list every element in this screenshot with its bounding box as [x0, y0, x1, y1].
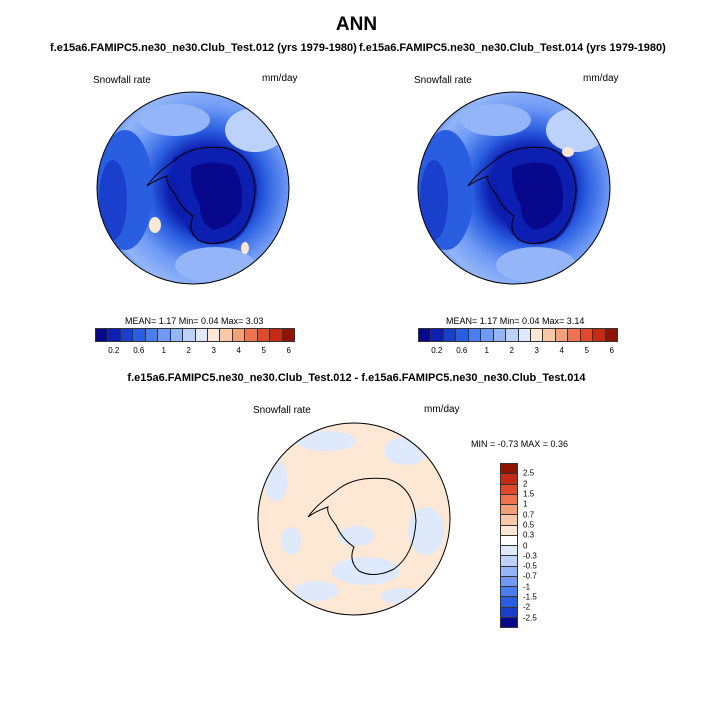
right-colorbar-swatch [593, 329, 606, 341]
left-colorbar-tick-label: 1 [161, 346, 166, 355]
difference-colorbar-tick-label: 0 [523, 541, 528, 550]
left-colorbar-swatch [232, 329, 246, 341]
right-colorbar-swatch [456, 329, 469, 341]
difference-polar-map [257, 422, 451, 616]
right-colorbar-swatch [518, 329, 531, 341]
left-stats: MEAN= 1.17 Min= 0.04 Max= 3.03 [125, 316, 264, 326]
right-colorbar [418, 328, 618, 342]
left-colorbar-tick-label: 0.2 [108, 346, 120, 355]
difference-colorbar-tick-label: 2.5 [523, 468, 535, 478]
right-panel-title: f.e15a6.FAMIPC5.ne30_ne30.Club_Test.014 … [359, 42, 666, 54]
right-colorbar-tick-label: 3 [534, 346, 539, 355]
left-colorbar-swatch [145, 329, 159, 341]
left-colorbar-swatch [257, 329, 271, 341]
right-units-label: mm/day [583, 73, 619, 84]
left-polar-map [96, 91, 290, 285]
right-colorbar-swatch [419, 329, 432, 341]
right-colorbar-swatch [506, 329, 519, 341]
diff-variable-label: Snowfall rate [253, 405, 311, 416]
left-colorbar-swatch [133, 329, 146, 341]
difference-colorbar-swatch [501, 484, 517, 495]
left-colorbar-swatch [170, 329, 184, 341]
difference-colorbar-swatch [501, 525, 517, 536]
right-colorbar-tick-label: 0.6 [456, 346, 468, 355]
right-colorbar-swatch [481, 329, 494, 341]
left-colorbar-swatch [220, 329, 233, 341]
left-colorbar-swatch [120, 329, 134, 341]
difference-colorbar-swatch [501, 566, 517, 577]
difference-colorbar-swatch [501, 464, 517, 475]
difference-colorbar-tick-label: -1 [523, 582, 531, 592]
difference-colorbar-swatch [501, 597, 517, 608]
right-colorbar-tick-label: 1 [484, 346, 489, 355]
left-colorbar-tick-label: 5 [261, 346, 266, 355]
difference-colorbar-swatch [501, 617, 517, 627]
right-colorbar-swatch [543, 329, 556, 341]
difference-panel-title: f.e15a6.FAMIPC5.ne30_ne30.Club_Test.012 … [127, 372, 586, 384]
difference-colorbar-tick-label: -0.5 [523, 561, 537, 571]
left-variable-label: Snowfall rate [93, 75, 151, 86]
difference-colorbar-tick-label: 2 [523, 479, 528, 489]
right-polar-map [417, 91, 611, 285]
left-colorbar-swatch [183, 329, 196, 341]
difference-colorbar-swatch [501, 474, 517, 485]
right-colorbar-swatch [555, 329, 569, 341]
difference-colorbar [500, 463, 518, 628]
left-colorbar-tick-label: 0.6 [133, 346, 145, 355]
difference-colorbar-swatch [501, 607, 517, 618]
left-colorbar-swatch [207, 329, 221, 341]
left-colorbar-swatch [270, 329, 283, 341]
left-colorbar-swatch [158, 329, 171, 341]
difference-colorbar-swatch [501, 494, 517, 505]
right-colorbar-tick-label: 0.2 [431, 346, 443, 355]
difference-colorbar-tick-label: 1 [523, 499, 528, 509]
right-colorbar-swatch [605, 329, 617, 341]
left-colorbar-swatch [245, 329, 258, 341]
right-colorbar-tick-label: 4 [559, 346, 564, 355]
right-colorbar-swatch [568, 329, 581, 341]
difference-colorbar-tick-label: 0.3 [523, 530, 535, 540]
left-colorbar-swatch [96, 329, 109, 341]
left-colorbar-swatch [195, 329, 208, 341]
right-colorbar-tick-label: 5 [584, 346, 589, 355]
right-variable-label: Snowfall rate [414, 75, 472, 86]
difference-colorbar-tick-label: 1.5 [523, 489, 535, 499]
difference-colorbar-tick-label: -2 [523, 602, 531, 612]
difference-colorbar-tick-label: 0.5 [523, 520, 535, 530]
right-colorbar-swatch [468, 329, 482, 341]
difference-colorbar-tick-label: -1.5 [523, 592, 537, 602]
difference-colorbar-swatch [501, 535, 517, 546]
difference-colorbar-tick-label: -0.3 [523, 551, 537, 561]
right-stats: MEAN= 1.17 Min= 0.04 Max= 3.14 [446, 316, 585, 326]
left-colorbar-tick-label: 4 [236, 346, 241, 355]
figure-title: ANN [335, 14, 378, 35]
diff-units-label: mm/day [424, 404, 460, 415]
right-colorbar-swatch [443, 329, 457, 341]
left-colorbar-tick-label: 6 [286, 346, 291, 355]
right-colorbar-tick-label: 6 [609, 346, 614, 355]
right-colorbar-swatch [493, 329, 507, 341]
left-colorbar-swatch [108, 329, 121, 341]
difference-colorbar-tick-label: -2.5 [523, 613, 537, 623]
right-colorbar-tick-label: 2 [509, 346, 514, 355]
left-units-label: mm/day [262, 73, 298, 84]
difference-colorbar-swatch [501, 546, 517, 557]
difference-colorbar-tick-label: 0.7 [523, 510, 535, 520]
difference-colorbar-swatch [501, 515, 517, 526]
left-panel-title: f.e15a6.FAMIPC5.ne30_ne30.Club_Test.012 … [50, 42, 357, 54]
difference-colorbar-swatch [501, 505, 517, 516]
right-colorbar-swatch [580, 329, 594, 341]
left-colorbar-tick-label: 2 [186, 346, 191, 355]
left-colorbar-swatch [282, 329, 294, 341]
difference-colorbar-tick-label: -0.7 [523, 571, 537, 581]
right-colorbar-swatch [431, 329, 444, 341]
right-colorbar-swatch [530, 329, 544, 341]
difference-colorbar-swatch [501, 556, 517, 567]
difference-colorbar-swatch [501, 576, 517, 587]
diff-stats: MIN = -0.73 MAX = 0.36 [471, 439, 569, 449]
left-colorbar [95, 328, 295, 342]
difference-colorbar-swatch [501, 587, 517, 598]
left-colorbar-tick-label: 3 [211, 346, 216, 355]
